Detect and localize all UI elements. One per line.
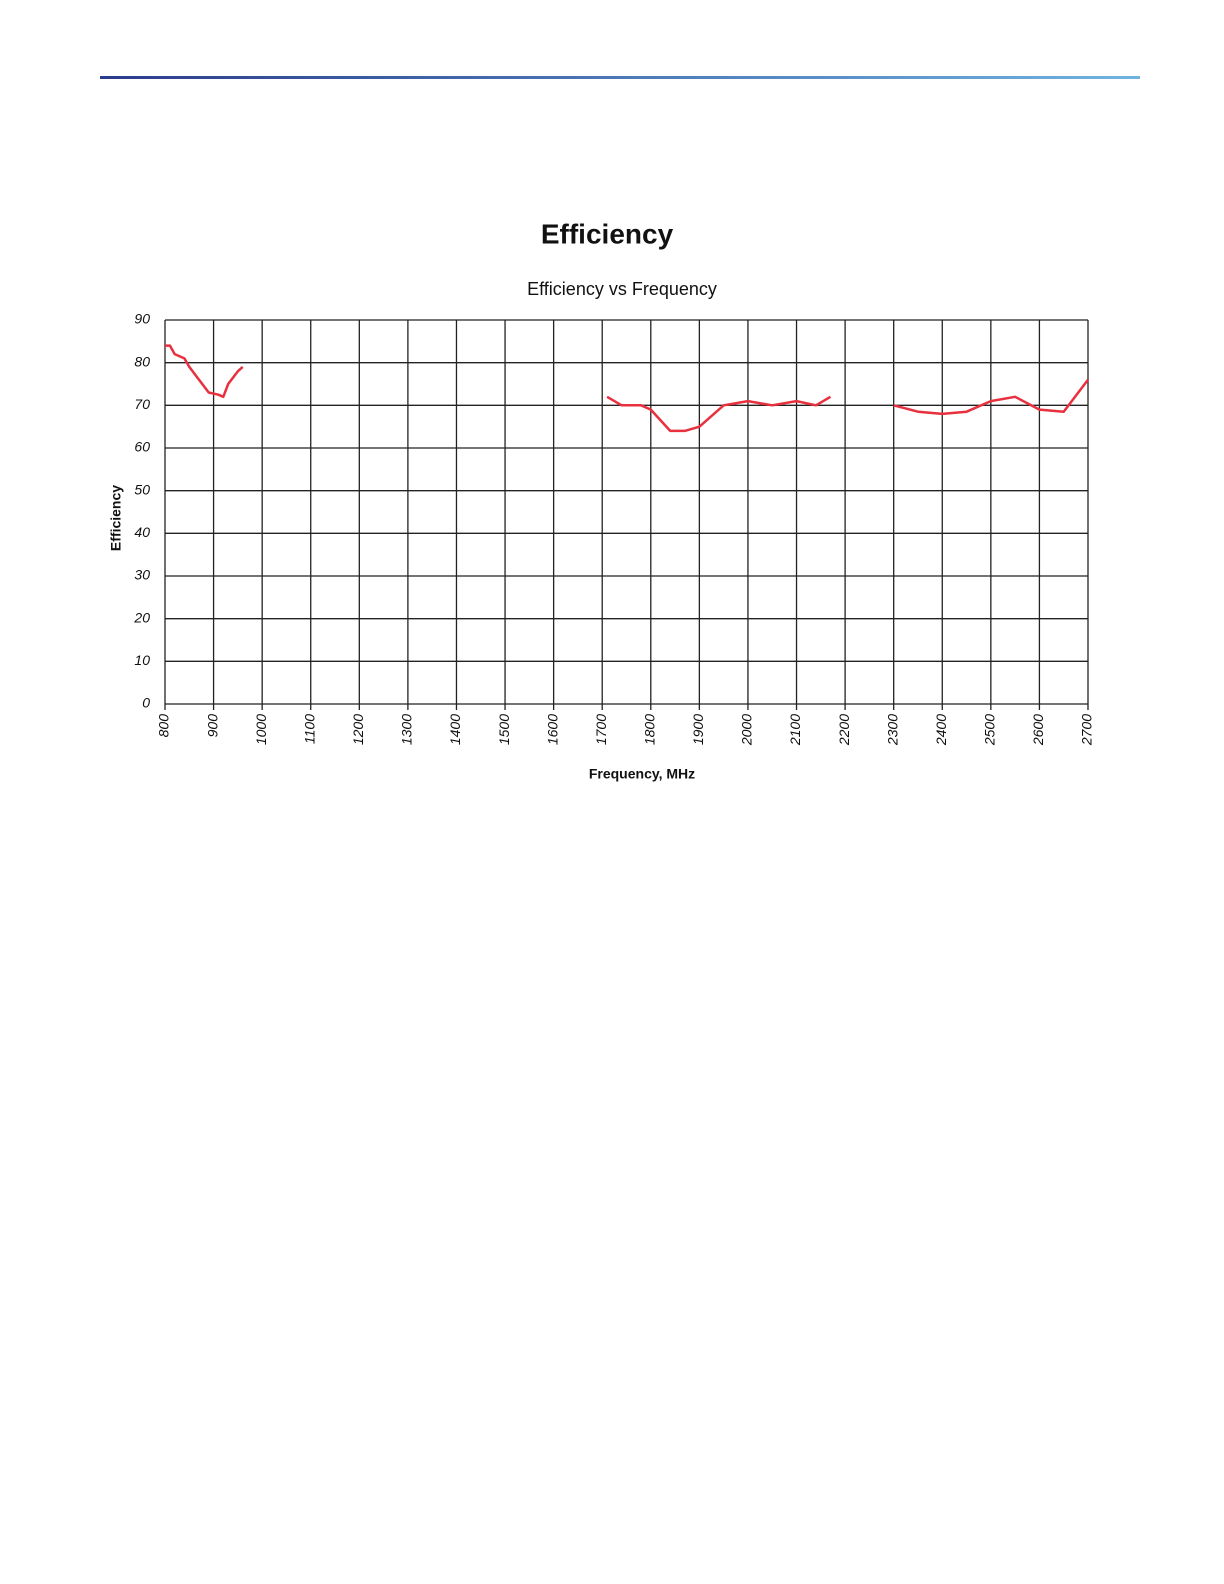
y-tick-label: 70 <box>134 396 150 412</box>
x-tick-label: 1400 <box>447 714 463 745</box>
x-tick-label: 1100 <box>301 714 317 744</box>
y-tick-label: 20 <box>133 609 150 625</box>
x-tick-label: 1700 <box>593 714 609 745</box>
y-tick-label: 30 <box>134 567 150 583</box>
x-tick-label: 1000 <box>253 714 269 745</box>
x-tick-label: 2300 <box>884 714 900 746</box>
y-tick-label: 80 <box>134 353 150 369</box>
chart-subtitle: Efficiency vs Frequency <box>527 279 717 299</box>
x-tick-label: 1800 <box>641 714 657 745</box>
x-tick-label: 1900 <box>690 714 706 745</box>
chart-title: Efficiency <box>541 218 674 249</box>
y-tick-label: 50 <box>134 481 150 497</box>
x-tick-label: 1600 <box>544 714 560 745</box>
x-tick-label: 2500 <box>982 714 998 746</box>
y-tick-label: 10 <box>134 652 150 668</box>
header-rule <box>100 76 1140 79</box>
y-tick-label: 90 <box>134 311 150 327</box>
x-tick-label: 1300 <box>399 714 415 745</box>
x-tick-label: 1200 <box>350 714 366 745</box>
x-tick-label: 1500 <box>496 714 512 745</box>
x-tick-label: 900 <box>204 714 220 738</box>
x-tick-label: 2700 <box>1079 714 1095 746</box>
x-tick-label: 2200 <box>836 714 852 746</box>
x-tick-label: 2000 <box>739 714 755 746</box>
x-tick-label: 2100 <box>787 714 803 746</box>
x-axis-label: Frequency, MHz <box>589 766 695 782</box>
x-tick-label: 2400 <box>933 714 949 746</box>
y-tick-label: 0 <box>142 695 150 711</box>
y-tick-label: 60 <box>134 439 150 455</box>
data-line <box>165 344 1089 433</box>
y-axis-label: Efficiency <box>108 485 124 551</box>
x-tick-label: 2600 <box>1030 714 1046 746</box>
x-tick-label: 800 <box>156 714 172 738</box>
y-tick-label: 40 <box>134 524 150 540</box>
